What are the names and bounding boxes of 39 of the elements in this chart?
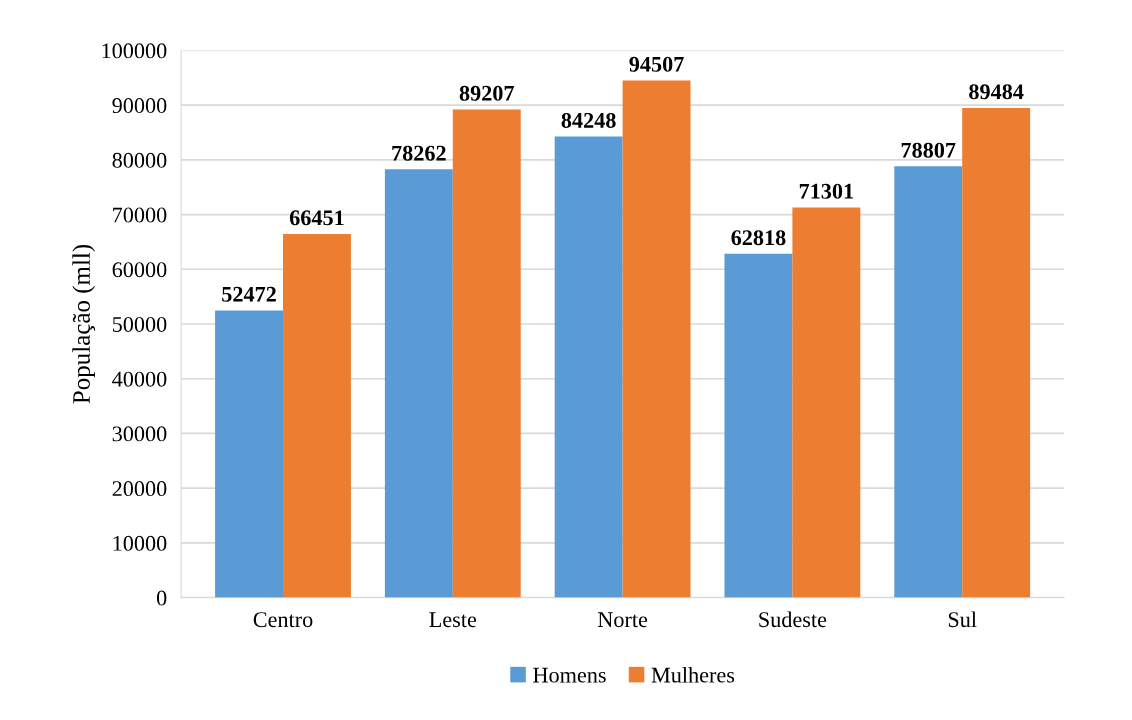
- y-tick-label: 70000: [113, 207, 167, 223]
- bar: [962, 107, 1031, 598]
- bar: [622, 80, 691, 598]
- x-tick-label: Sudeste: [759, 611, 827, 628]
- y-tick-label: 0: [156, 590, 167, 606]
- x-tick-label: Centro: [253, 612, 313, 628]
- x-tick-label: Norte: [597, 612, 648, 628]
- data-label: 78262: [392, 145, 446, 161]
- y-tick-label: 80000: [112, 152, 167, 168]
- bar: [792, 207, 861, 598]
- bar: [724, 253, 793, 598]
- data-label: 71301: [799, 183, 853, 199]
- bar: [283, 233, 351, 598]
- y-tick-label: 40000: [112, 371, 167, 387]
- data-label: 62818: [731, 230, 786, 246]
- y-tick-label: 100000: [102, 43, 167, 59]
- bar: [215, 310, 283, 598]
- x-tick-label: Leste: [429, 612, 477, 628]
- y-tick-label: 20000: [112, 481, 167, 497]
- y-tick-label: 30000: [112, 426, 167, 442]
- data-label: 52472: [222, 286, 276, 302]
- y-axis-title: População (mll): [72, 244, 96, 404]
- y-tick-label: 90000: [112, 98, 167, 114]
- data-label: 89207: [459, 85, 514, 101]
- x-tick-label: Sul: [948, 611, 977, 628]
- data-label: 66451: [289, 210, 344, 226]
- bar: [894, 166, 963, 598]
- y-tick-label: 50000: [112, 316, 167, 332]
- legend-label: Homens: [533, 667, 606, 683]
- data-label: 94507: [629, 56, 684, 72]
- data-label: 84248: [561, 112, 616, 128]
- data-label: 89484: [969, 84, 1024, 100]
- y-tick-label: 60000: [112, 262, 167, 278]
- bar: [452, 109, 521, 598]
- bar: [554, 136, 623, 598]
- legend-label: Mulheres: [651, 666, 735, 683]
- data-label: 78807: [901, 142, 956, 158]
- y-tick-label: 10000: [113, 535, 167, 551]
- bar: [384, 169, 453, 598]
